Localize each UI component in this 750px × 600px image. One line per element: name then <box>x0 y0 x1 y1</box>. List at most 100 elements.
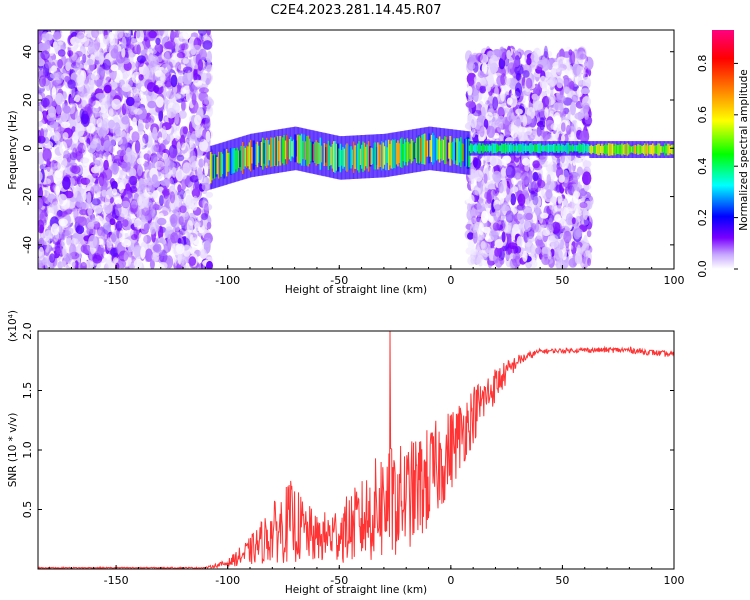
noise-blob <box>93 205 103 214</box>
noise-blob <box>181 43 186 51</box>
noise-blob <box>197 91 207 101</box>
noise-blob <box>38 86 45 94</box>
noise-blob <box>105 258 114 269</box>
noise-blob <box>157 225 164 240</box>
noise-blob <box>62 91 67 99</box>
noise-blob <box>72 147 78 159</box>
noise-blob <box>110 247 119 257</box>
noise-blob <box>492 170 502 183</box>
noise-blob <box>574 205 581 212</box>
noise-blob <box>198 200 205 208</box>
noise-blob <box>100 70 105 80</box>
noise-blob <box>103 201 113 214</box>
noise-blob <box>165 223 173 231</box>
noise-blob <box>538 167 543 179</box>
noise-blob <box>170 232 179 244</box>
noise-blob <box>131 200 138 209</box>
noise-blob <box>161 125 167 140</box>
noise-blob <box>481 106 486 120</box>
noise-blob <box>71 165 81 175</box>
noise-blob <box>56 103 62 115</box>
noise-blob <box>89 113 95 123</box>
noise-blob <box>142 133 149 144</box>
noise-blob <box>123 153 132 163</box>
noise-blob <box>91 198 101 206</box>
noise-blob <box>51 131 61 142</box>
noise-blob <box>505 224 512 235</box>
noise-blob <box>182 66 193 74</box>
noise-blob <box>513 223 520 232</box>
noise-blob <box>78 130 83 140</box>
noise-blob <box>143 153 150 161</box>
noise-blob <box>182 126 188 135</box>
noise-blob <box>169 153 177 163</box>
noise-blob <box>122 219 129 228</box>
noise-blob <box>522 115 528 127</box>
noise-blob <box>467 232 474 240</box>
noise-blob <box>57 59 63 69</box>
noise-blob <box>136 55 146 63</box>
noise-blob <box>136 44 141 55</box>
noise-blob <box>190 85 198 99</box>
noise-blob <box>554 214 562 222</box>
noise-blob <box>175 168 184 182</box>
noise-blob <box>55 185 61 196</box>
noise-blob <box>55 211 65 219</box>
noise-blob <box>144 210 153 221</box>
noise-blob <box>74 94 81 103</box>
noise-blob <box>113 44 119 54</box>
noise-blob <box>38 67 46 80</box>
noise-blob <box>533 100 544 111</box>
noise-blob <box>57 193 68 206</box>
noise-blob <box>487 74 495 88</box>
noise-blob <box>144 162 149 170</box>
noise-blob <box>198 139 209 152</box>
noise-blob <box>52 228 60 242</box>
noise-blob <box>112 188 118 196</box>
noise-blob <box>174 112 179 125</box>
noise-blob <box>494 247 501 257</box>
noise-blob <box>70 36 80 46</box>
noise-blob <box>150 152 158 164</box>
noise-blob <box>468 63 476 70</box>
noise-blob <box>92 100 101 109</box>
noise-blob <box>180 87 187 95</box>
noise-blob <box>204 117 211 131</box>
noise-blob <box>526 236 535 243</box>
noise-blob <box>74 35 82 44</box>
noise-blob <box>160 206 170 220</box>
noise-blob <box>121 83 131 93</box>
noise-blob <box>135 60 141 69</box>
noise-blob <box>38 30 43 43</box>
noise-blob <box>201 114 211 124</box>
noise-blob <box>79 209 88 216</box>
noise-blob <box>152 203 160 211</box>
noise-blob <box>506 49 512 60</box>
noise-blob <box>65 190 74 199</box>
noise-blob <box>159 30 165 36</box>
noise-blob <box>175 243 185 255</box>
noise-blob <box>111 98 122 110</box>
noise-blob <box>575 156 582 168</box>
noise-blob <box>110 64 119 72</box>
noise-blob <box>76 74 85 85</box>
noise-blob <box>189 155 199 168</box>
noise-blob <box>154 64 162 78</box>
noise-blob <box>60 239 66 247</box>
noise-blob <box>175 71 180 78</box>
noise-blob <box>154 160 165 170</box>
noise-blob <box>568 49 573 56</box>
noise-blob <box>515 213 524 220</box>
noise-blob <box>206 221 212 230</box>
noise-blob <box>49 72 60 79</box>
noise-blob <box>506 111 513 122</box>
noise-blob <box>547 250 552 260</box>
noise-blob <box>582 171 592 186</box>
noise-blob <box>181 142 190 157</box>
noise-blob <box>121 239 132 248</box>
noise-blob <box>120 200 130 208</box>
noise-blob <box>102 34 111 45</box>
noise-blob <box>484 191 489 199</box>
noise-blob <box>495 257 503 268</box>
